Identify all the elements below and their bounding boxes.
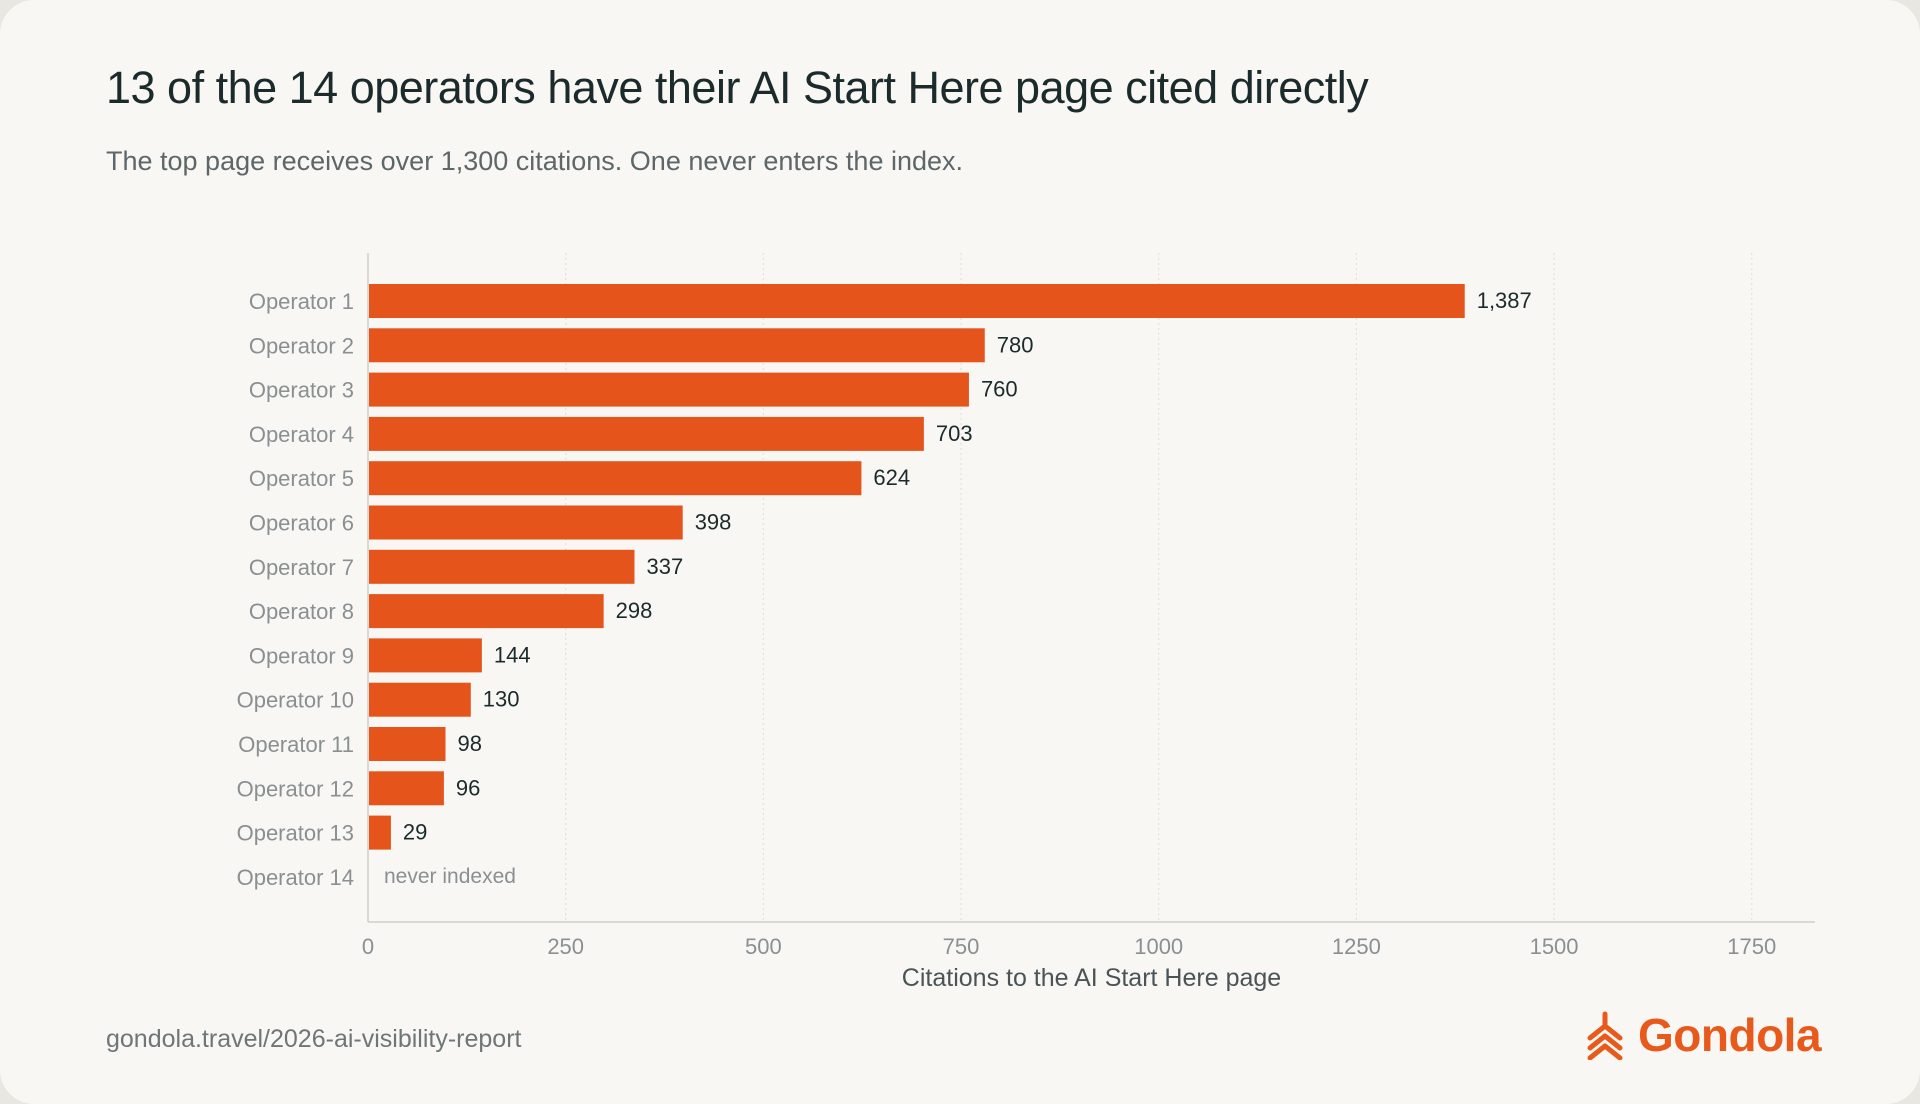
category-label: Operator 4 (249, 422, 354, 447)
value-label: 29 (403, 820, 427, 845)
value-label-never-indexed: never indexed (384, 865, 516, 888)
bar (369, 638, 482, 673)
x-tick-label: 1750 (1727, 934, 1776, 959)
category-label: Operator 14 (237, 865, 354, 890)
x-tick-label: 1000 (1134, 934, 1183, 959)
x-tick-label: 1500 (1530, 934, 1579, 959)
value-label: 760 (981, 377, 1018, 402)
bar (369, 505, 683, 540)
value-label: 780 (997, 332, 1034, 357)
source-link[interactable]: gondola.travel/2026-ai-visibility-report (106, 1025, 522, 1053)
x-tick-label: 0 (362, 934, 374, 959)
category-label: Operator 2 (249, 333, 354, 358)
brand-logo: Gondola (1584, 1008, 1822, 1062)
bar (369, 549, 635, 584)
chart-title: 13 of the 14 operators have their AI Sta… (106, 62, 1369, 113)
chart-subtitle: The top page receives over 1,300 citatio… (106, 146, 964, 176)
category-label: Operator 11 (238, 732, 354, 757)
value-label: 298 (616, 598, 653, 623)
value-label: 98 (457, 731, 481, 756)
value-label: 703 (936, 421, 973, 446)
value-label: 624 (873, 465, 910, 490)
category-label: Operator 12 (237, 776, 354, 801)
value-label: 96 (456, 775, 480, 800)
bar (369, 416, 924, 451)
bar (369, 284, 1465, 318)
category-label: Operator 5 (249, 466, 354, 491)
bar (369, 771, 444, 806)
x-tick-label: 250 (547, 934, 584, 959)
value-label: 337 (646, 554, 683, 579)
category-label: Operator 3 (249, 378, 354, 403)
x-tick-label: 1250 (1332, 934, 1381, 959)
bar (369, 328, 985, 363)
value-label: 1,387 (1477, 288, 1532, 313)
value-label: 144 (494, 642, 531, 667)
bar (369, 815, 391, 850)
bar (369, 372, 969, 407)
category-label: Operator 13 (237, 821, 354, 846)
value-label: 130 (483, 687, 520, 712)
category-label: Operator 8 (249, 599, 354, 624)
x-tick-label: 500 (745, 934, 782, 959)
category-label: Operator 7 (249, 555, 354, 580)
bar (369, 594, 604, 629)
category-label: Operator 6 (249, 511, 354, 536)
brand-name: Gondola (1638, 1009, 1822, 1061)
bar (369, 727, 446, 761)
bar (369, 461, 862, 496)
x-axis-title: Citations to the AI Start Here page (902, 964, 1281, 992)
category-label: Operator 1 (249, 289, 354, 314)
category-label: Operator 10 (237, 688, 354, 713)
x-tick-label: 750 (943, 934, 980, 959)
value-label: 398 (695, 510, 732, 535)
bar (369, 682, 471, 717)
gondola-chevron-icon (1587, 1011, 1623, 1060)
category-label: Operator 9 (249, 643, 354, 668)
